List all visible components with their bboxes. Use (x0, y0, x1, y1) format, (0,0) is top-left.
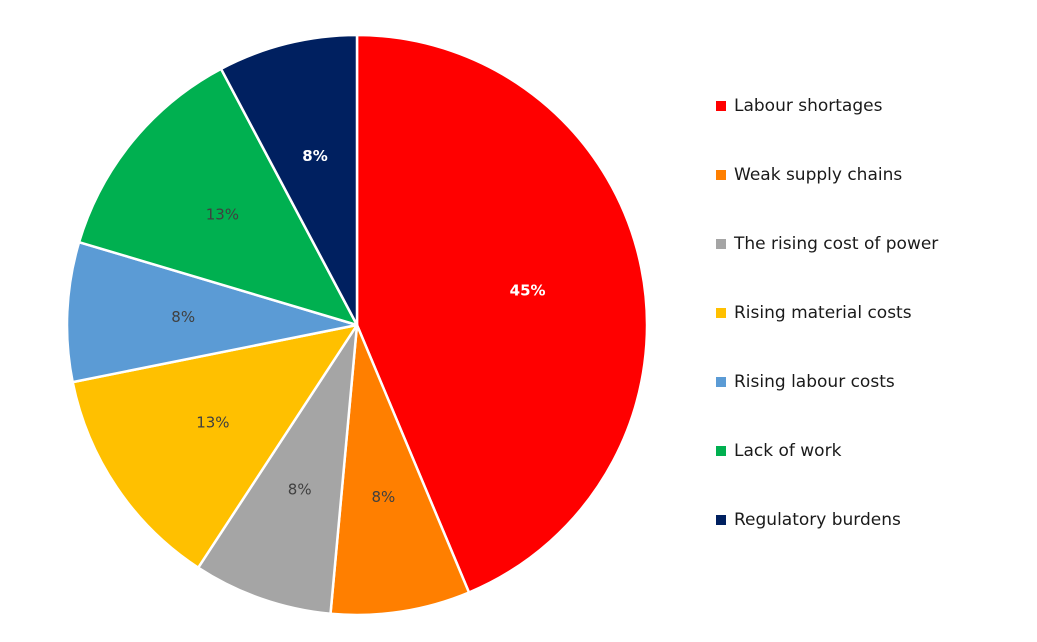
legend-item-labour-shortages: Labour shortages (716, 90, 938, 121)
legend-label: Regulatory burdens (734, 509, 901, 530)
legend-swatch (716, 445, 726, 456)
pie-slice-labels: 45% 8% 8% 13% 8% 13% 8% (171, 147, 545, 506)
slice-value-label-rising-material-costs: 13% (196, 414, 229, 432)
legend-label: Rising labour costs (734, 371, 895, 392)
chart-legend: Labour shortages Weak supply chains The … (716, 90, 938, 573)
legend-swatch (716, 238, 726, 249)
legend-item-rising-labour-costs: Rising labour costs (716, 366, 938, 397)
pie-slices (65, 33, 649, 617)
legend-swatch (716, 376, 726, 387)
pie-slice-regulatory-burdens (219, 33, 359, 327)
pie-slice-rising-material-costs (71, 323, 359, 569)
pie-slice-rising-labour-costs (65, 240, 359, 384)
legend-swatch (716, 514, 726, 525)
legend-label: Lack of work (734, 440, 842, 461)
slice-value-label-regulatory-burdens: 8% (302, 147, 327, 165)
legend-item-lack-of-work: Lack of work (716, 435, 938, 466)
pie-slice-lack-of-work (77, 67, 359, 327)
slice-value-label-rising-labour-costs: 8% (171, 308, 195, 326)
legend-swatch (716, 307, 726, 318)
slice-value-label-the-rising-cost-of-power: 8% (288, 480, 312, 498)
legend-label: Weak supply chains (734, 164, 903, 185)
legend-item-rising-cost-of-power: The rising cost of power (716, 228, 938, 259)
slice-value-label-lack-of-work: 13% (206, 206, 239, 224)
legend-item-weak-supply-chains: Weak supply chains (716, 159, 938, 190)
slice-value-label-weak-supply-chains: 8% (372, 488, 396, 506)
pie-slice-the-rising-cost-of-power (196, 323, 359, 616)
legend-label: Labour shortages (734, 95, 883, 116)
pie-slice-labour-shortages (355, 33, 649, 594)
legend-swatch (716, 100, 726, 111)
slice-value-label-labour-shortages: 45% (510, 282, 546, 300)
legend-item-regulatory-burdens: Regulatory burdens (716, 504, 938, 535)
legend-item-rising-material-costs: Rising material costs (716, 297, 938, 328)
legend-swatch (716, 169, 726, 180)
legend-label: Rising material costs (734, 302, 912, 323)
pie-slice-weak-supply-chains (329, 323, 471, 617)
legend-label: The rising cost of power (734, 233, 939, 254)
